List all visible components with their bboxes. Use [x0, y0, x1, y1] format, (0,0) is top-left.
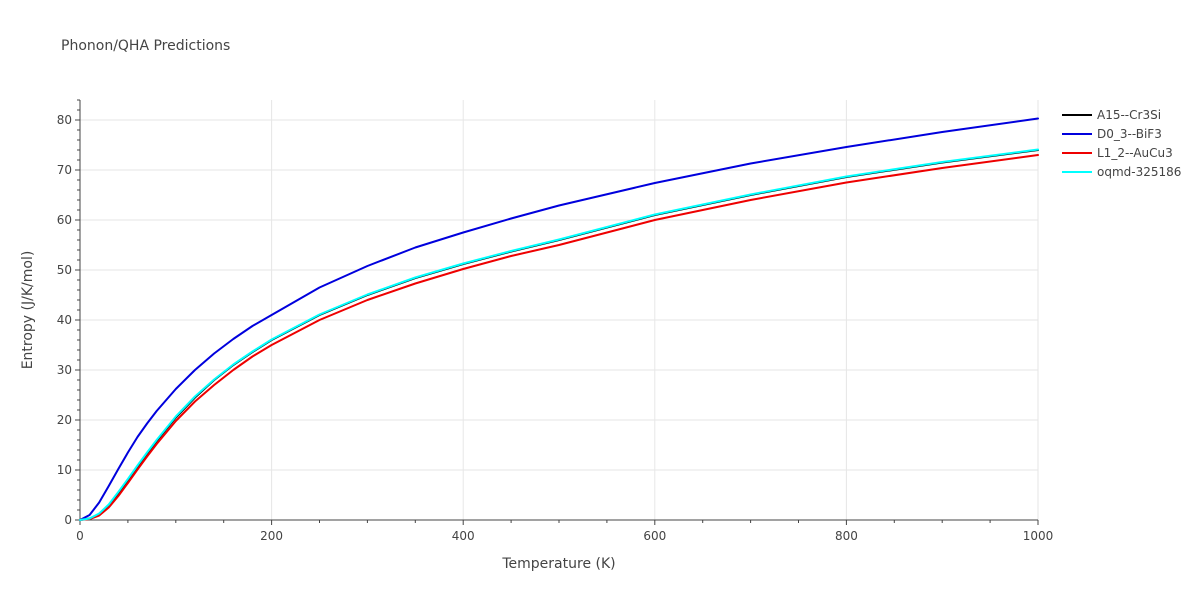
y-tick-label: 40: [57, 313, 72, 327]
legend-item[interactable]: oqmd-325186: [1062, 165, 1181, 179]
y-tick-label: 70: [57, 163, 72, 177]
y-tick-label: 10: [57, 463, 72, 477]
y-tick-label: 0: [64, 513, 72, 527]
x-tick-label: 800: [835, 529, 858, 543]
y-axis-title: Entropy (J/K/mol): [20, 251, 36, 370]
legend-label: L1_2--AuCu3: [1097, 146, 1173, 160]
axes: 0 200 400 600 800 1000 0 10 20 30 40 50 60 70 80: [57, 99, 1054, 543]
x-tick-label: 1000: [1023, 529, 1054, 543]
x-tick-label: 600: [643, 529, 666, 543]
y-tick-label: 30: [57, 363, 72, 377]
y-tick-label: 50: [57, 263, 72, 277]
legend-item[interactable]: D0_3--BiF3: [1062, 127, 1162, 141]
gridlines: [80, 100, 1039, 520]
series-line-oqmd-325186: [79, 148, 1039, 521]
legend-label: D0_3--BiF3: [1097, 127, 1162, 141]
y-tick-label: 80: [57, 113, 72, 127]
series-lines: [79, 117, 1039, 521]
x-tick-label: 400: [452, 529, 475, 543]
y-tick-label: 60: [57, 213, 72, 227]
x-axis-title: Temperature (K): [501, 556, 615, 572]
legend-item[interactable]: A15--Cr3Si: [1062, 108, 1161, 122]
y-tick-label: 20: [57, 413, 72, 427]
series-line-l1-2-aucu3: [79, 154, 1039, 521]
legend-item[interactable]: L1_2--AuCu3: [1062, 146, 1173, 160]
legend-label: A15--Cr3Si: [1097, 108, 1161, 122]
series-line-d0-3-bif3: [79, 117, 1039, 521]
legend-label: oqmd-325186: [1097, 165, 1181, 179]
x-tick-label: 200: [260, 529, 283, 543]
x-tick-label: 0: [76, 529, 84, 543]
legend[interactable]: A15--Cr3Si D0_3--BiF3 L1_2--AuCu3 oqmd-3251…: [1062, 108, 1181, 179]
chart-title: Phonon/QHA Predictions: [61, 38, 230, 54]
